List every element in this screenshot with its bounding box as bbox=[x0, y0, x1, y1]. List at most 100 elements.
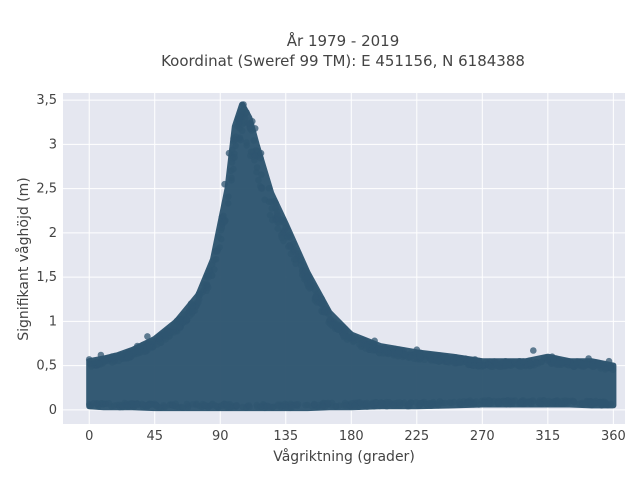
x-tick-label: 180 bbox=[339, 429, 364, 444]
scatter-point bbox=[520, 358, 527, 365]
scatter-point bbox=[487, 363, 495, 371]
x-tick-label: 90 bbox=[212, 429, 229, 444]
scatter-point bbox=[321, 309, 328, 316]
scatter-point bbox=[227, 167, 235, 174]
y-tick-label: 2 bbox=[49, 226, 57, 241]
scatter-point bbox=[215, 233, 222, 240]
scatter-point bbox=[220, 212, 227, 219]
scatter-points bbox=[85, 101, 617, 412]
scatter-point bbox=[201, 401, 208, 409]
y-tick-label: 2,5 bbox=[36, 182, 57, 197]
scatter-point bbox=[118, 402, 126, 409]
scatter-point bbox=[211, 256, 218, 264]
scatter-point bbox=[152, 402, 160, 409]
scatter-point bbox=[176, 323, 183, 331]
scatter-point bbox=[240, 101, 247, 108]
scatter-point bbox=[598, 398, 606, 406]
scatter-point bbox=[297, 261, 304, 269]
scatter-point bbox=[598, 361, 606, 368]
scatter-point bbox=[407, 353, 414, 361]
scatter-point bbox=[585, 355, 592, 362]
x-tick-label: 135 bbox=[273, 429, 298, 444]
x-tick-label: 45 bbox=[146, 429, 163, 444]
scatter-point bbox=[543, 400, 551, 407]
scatter-point bbox=[139, 401, 147, 409]
scatter-point bbox=[242, 115, 249, 122]
scatter-point bbox=[345, 334, 352, 341]
x-axis-title: Vågriktning (grader) bbox=[273, 448, 415, 465]
scatter-point bbox=[396, 399, 403, 406]
scatter-point bbox=[554, 397, 561, 404]
scatter-point bbox=[363, 399, 371, 407]
scatter-point bbox=[538, 358, 545, 366]
scatter-point bbox=[225, 149, 233, 157]
scatter-point bbox=[274, 402, 282, 410]
scatter-point bbox=[304, 273, 311, 281]
scatter-point bbox=[261, 196, 268, 203]
scatter-point bbox=[564, 358, 571, 365]
scatter-point bbox=[485, 400, 492, 408]
scatter-point bbox=[172, 400, 179, 407]
scatter-point bbox=[282, 404, 289, 411]
scatter-point bbox=[480, 399, 487, 407]
scatter-point bbox=[189, 308, 196, 315]
scatter-point bbox=[587, 398, 594, 405]
scatter-point bbox=[446, 399, 453, 406]
y-tick-label: 0,5 bbox=[36, 359, 57, 374]
y-tick-label: 1 bbox=[49, 314, 57, 329]
scatter-point bbox=[205, 273, 212, 281]
scatter-point bbox=[514, 361, 521, 369]
scatter-point bbox=[426, 400, 433, 407]
scatter-point bbox=[589, 363, 597, 370]
chart-title-line-2: Koordinat (Sweref 99 TM): E 451156, N 61… bbox=[161, 52, 525, 70]
scatter-point bbox=[235, 120, 242, 128]
scatter-point bbox=[297, 256, 304, 263]
scatter-point bbox=[106, 354, 113, 362]
scatter-point bbox=[266, 211, 274, 219]
scatter-point bbox=[161, 331, 169, 338]
scatter-point bbox=[607, 400, 615, 408]
scatter-point bbox=[495, 399, 502, 407]
scatter-point bbox=[246, 403, 253, 411]
scatter-point bbox=[173, 318, 180, 325]
y-axis-title: Signifikant våghöjd (m) bbox=[15, 177, 32, 340]
scatter-point bbox=[544, 357, 551, 364]
scatter-point bbox=[141, 348, 148, 356]
scatter-point bbox=[189, 401, 196, 408]
scatter-point bbox=[319, 403, 326, 410]
scatter-point bbox=[533, 359, 540, 366]
scatter-point bbox=[402, 351, 409, 359]
scatter-point bbox=[288, 404, 295, 411]
scatter-point bbox=[525, 399, 532, 406]
scatter-point bbox=[218, 224, 226, 231]
scatter-point bbox=[465, 399, 472, 406]
scatter-point bbox=[110, 402, 118, 409]
scatter-point bbox=[313, 299, 321, 306]
x-tick-label: 0 bbox=[85, 429, 93, 444]
scatter-point bbox=[536, 400, 543, 408]
scatter-point bbox=[456, 398, 463, 405]
scatter-point bbox=[395, 348, 402, 355]
scatter-point bbox=[287, 250, 294, 258]
scatter-point bbox=[569, 362, 576, 369]
scatter-point bbox=[196, 291, 204, 299]
scatter-point bbox=[558, 359, 566, 366]
scatter-point bbox=[225, 193, 232, 200]
scatter-point bbox=[509, 398, 516, 405]
scatter-point bbox=[476, 362, 483, 369]
scatter-point bbox=[332, 403, 339, 410]
scatter-point bbox=[146, 344, 153, 351]
scatter-point bbox=[243, 139, 250, 146]
scatter-point bbox=[324, 399, 332, 407]
scatter-point bbox=[284, 226, 292, 234]
scatter-point bbox=[302, 402, 309, 409]
y-tick-label: 0 bbox=[49, 403, 57, 418]
scatter-point bbox=[356, 341, 363, 348]
x-tick-label: 315 bbox=[535, 429, 560, 444]
scatter-point bbox=[235, 114, 243, 122]
scatter-point bbox=[413, 346, 421, 354]
scatter-point bbox=[265, 185, 273, 192]
scatter-point bbox=[442, 353, 450, 361]
scatter-point bbox=[441, 399, 449, 407]
